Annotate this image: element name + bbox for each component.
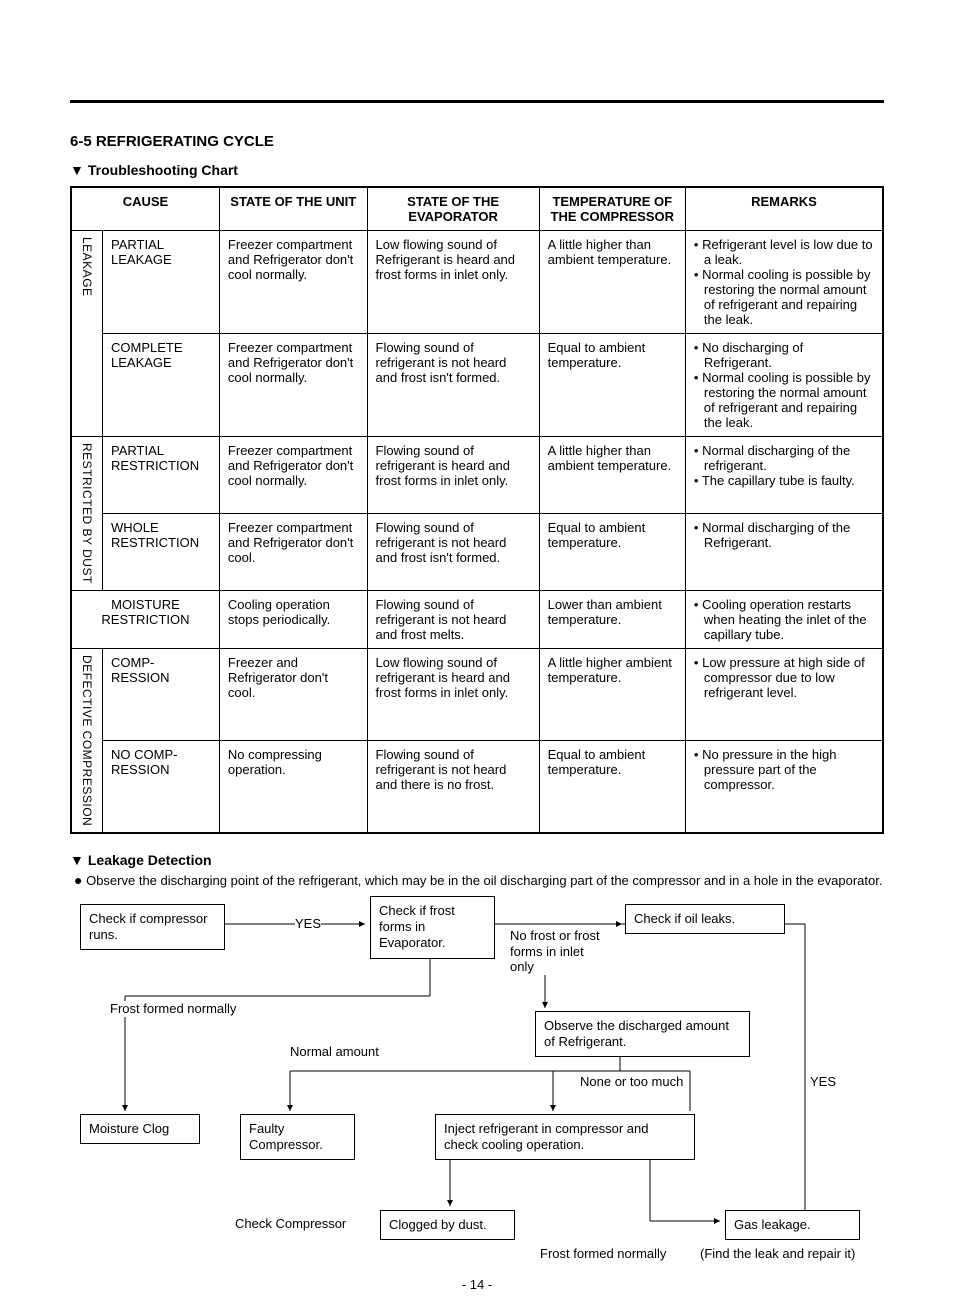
page-number: - 14 -: [0, 1277, 954, 1292]
cause-sub: PARTIAL LEAKAGE: [103, 231, 220, 334]
triangle-icon: ▼: [70, 162, 84, 178]
flow-box-faulty-compressor: Faulty Compressor.: [240, 1114, 355, 1161]
bullet-icon: ●: [74, 872, 82, 888]
state-evap-cell: Flowing sound of refrigerant is not hear…: [367, 590, 539, 648]
temp-comp-cell: Equal to ambient temperature.: [539, 334, 685, 437]
leakage-note: ● Observe the discharging point of the r…: [70, 872, 884, 888]
table-row: NO COMP-RESSIONNo compressing operation.…: [71, 740, 883, 833]
cause-sub: MOISTURE RESTRICTION: [71, 590, 219, 648]
leakage-subtitle-text: Leakage Detection: [88, 852, 212, 868]
state-unit-cell: Freezer compartment and Refrigerator don…: [219, 437, 367, 514]
flow-label-check-compressor: Check Compressor: [235, 1216, 346, 1232]
col-remarks: REMARKS: [685, 187, 883, 231]
flow-label-yes2: YES: [810, 1074, 836, 1090]
troubleshooting-table: CAUSE STATE OF THE UNIT STATE OF THE EVA…: [70, 186, 884, 834]
flow-label-frost-normal-2: Frost formed normally: [540, 1246, 666, 1262]
table-row: RESTRICTED BY DUSTPARTIAL RESTRICTIONFre…: [71, 437, 883, 514]
cause-group: LEAKAGE: [71, 231, 103, 437]
cause-group: RESTRICTED BY DUST: [71, 437, 103, 591]
cause-sub: PARTIAL RESTRICTION: [103, 437, 220, 514]
chart-subtitle: ▼Troubleshooting Chart: [70, 162, 884, 178]
state-unit-cell: Cooling operation stops periodically.: [219, 590, 367, 648]
cause-sub: COMPLETE LEAKAGE: [103, 334, 220, 437]
col-cause: CAUSE: [71, 187, 219, 231]
triangle-icon: ▼: [70, 852, 84, 868]
flow-box-inject-refrigerant: Inject refrigerant in compressor and che…: [435, 1114, 695, 1161]
leakage-subtitle: ▼Leakage Detection: [70, 852, 884, 868]
flow-label-none-too-much: None or too much: [580, 1074, 683, 1090]
page: 6-5 REFRIGERATING CYCLE ▼Troubleshooting…: [0, 0, 954, 1316]
leakage-flowchart: Check if compressor runs. YES Check if f…: [70, 896, 884, 1276]
table-row: WHOLE RESTRICTIONFreezer compartment and…: [71, 513, 883, 590]
col-state-unit: STATE OF THE UNIT: [219, 187, 367, 231]
temp-comp-cell: A little higher ambient temperature.: [539, 648, 685, 740]
table-row: DEFECTIVE COMPRESSIONCOMP-RESSIONFreezer…: [71, 648, 883, 740]
state-unit-cell: Freezer compartment and Refrigerator don…: [219, 231, 367, 334]
temp-comp-cell: Equal to ambient temperature.: [539, 513, 685, 590]
flow-box-check-frost: Check if frost forms in Evaporator.: [370, 896, 495, 959]
flow-label-frost-normal: Frost formed normally: [110, 1001, 236, 1017]
cause-group: DEFECTIVE COMPRESSION: [71, 648, 103, 833]
flow-box-clogged-dust: Clogged by dust.: [380, 1210, 515, 1240]
table-header-row: CAUSE STATE OF THE UNIT STATE OF THE EVA…: [71, 187, 883, 231]
state-evap-cell: Low flowing sound of Refrigerant is hear…: [367, 231, 539, 334]
state-unit-cell: Freezer compartment and Refrigerator don…: [219, 513, 367, 590]
remarks-cell: • No discharging of Refrigerant.• Normal…: [685, 334, 883, 437]
cause-sub: COMP-RESSION: [103, 648, 220, 740]
flow-label-find-leak: (Find the leak and repair it): [700, 1246, 855, 1262]
temp-comp-cell: A little higher than ambient temperature…: [539, 231, 685, 334]
remarks-cell: • Normal discharging of the Refrigerant.: [685, 513, 883, 590]
temp-comp-cell: Equal to ambient temperature.: [539, 740, 685, 833]
section-title: 6-5 REFRIGERATING CYCLE: [70, 133, 884, 150]
state-evap-cell: Flowing sound of refrigerant is heard an…: [367, 437, 539, 514]
flow-label-yes: YES: [295, 916, 321, 932]
table-row: LEAKAGEPARTIAL LEAKAGEFreezer compartmen…: [71, 231, 883, 334]
state-evap-cell: Flowing sound of refrigerant is not hear…: [367, 513, 539, 590]
temp-comp-cell: Lower than ambient temperature.: [539, 590, 685, 648]
flow-box-observe-refrigerant: Observe the discharged amount of Refrige…: [535, 1011, 750, 1058]
flow-box-check-compressor: Check if compressor runs.: [80, 904, 225, 951]
state-evap-cell: Flowing sound of refrigerant is not hear…: [367, 740, 539, 833]
chart-subtitle-text: Troubleshooting Chart: [88, 162, 238, 178]
remarks-cell: • Refrigerant level is low due to a leak…: [685, 231, 883, 334]
col-temp-comp: TEMPERATURE OF THE COMPRESSOR: [539, 187, 685, 231]
flow-box-gas-leakage: Gas leakage.: [725, 1210, 860, 1240]
state-unit-cell: Freezer compartment and Refrigerator don…: [219, 334, 367, 437]
top-rule: [70, 100, 884, 103]
table-row: COMPLETE LEAKAGEFreezer compartment and …: [71, 334, 883, 437]
cause-sub: NO COMP-RESSION: [103, 740, 220, 833]
remarks-cell: • Low pressure at high side of compresso…: [685, 648, 883, 740]
flow-label-nofrost: No frost or frost forms in inlet only: [510, 928, 610, 975]
remarks-cell: • No pressure in the high pressure part …: [685, 740, 883, 833]
col-state-evap: STATE OF THE EVAPORATOR: [367, 187, 539, 231]
flow-label-normal-amount: Normal amount: [290, 1044, 379, 1060]
state-evap-cell: Flowing sound of refrigerant is not hear…: [367, 334, 539, 437]
flow-box-moisture-clog: Moisture Clog: [80, 1114, 200, 1144]
flow-box-check-oil: Check if oil leaks.: [625, 904, 785, 934]
state-unit-cell: Freezer and Refrigerator don't cool.: [219, 648, 367, 740]
state-evap-cell: Low flowing sound of refrigerant is hear…: [367, 648, 539, 740]
temp-comp-cell: A little higher than ambient temperature…: [539, 437, 685, 514]
table-row: MOISTURE RESTRICTIONCooling operation st…: [71, 590, 883, 648]
leakage-note-text: Observe the discharging point of the ref…: [86, 873, 882, 888]
state-unit-cell: No compressing operation.: [219, 740, 367, 833]
cause-sub: WHOLE RESTRICTION: [103, 513, 220, 590]
remarks-cell: • Normal discharging of the refrigerant.…: [685, 437, 883, 514]
remarks-cell: • Cooling operation restarts when heatin…: [685, 590, 883, 648]
